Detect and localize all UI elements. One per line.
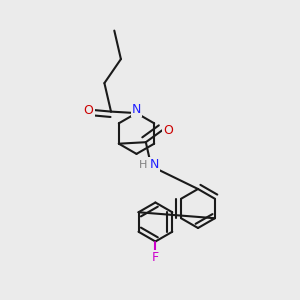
Text: N: N (132, 103, 141, 116)
Text: O: O (163, 124, 173, 137)
Text: H: H (139, 160, 147, 170)
Text: N: N (149, 158, 159, 171)
Text: O: O (84, 103, 93, 117)
Text: F: F (152, 251, 159, 264)
